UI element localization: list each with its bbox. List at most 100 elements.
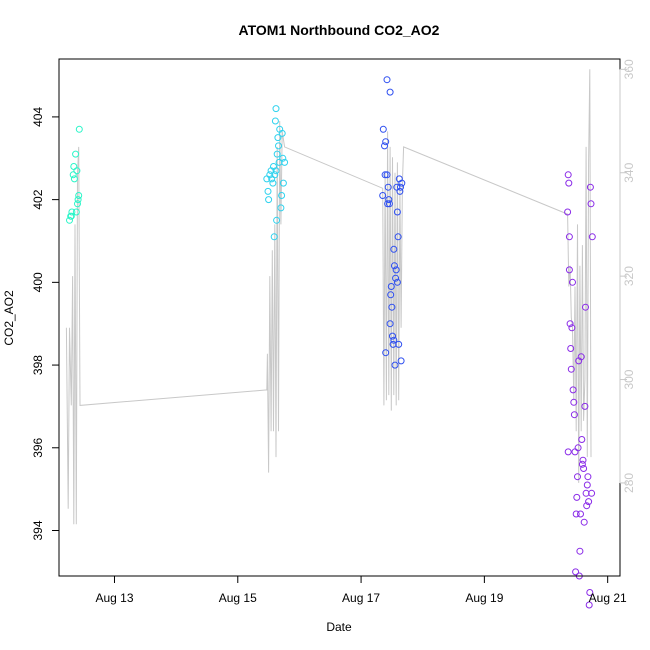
- y-tick-label: 396: [31, 437, 45, 457]
- data-point: [381, 142, 388, 150]
- data-point: [383, 76, 391, 84]
- y-tick-label: 402: [31, 189, 45, 209]
- data-point: [567, 345, 575, 352]
- data-point: [381, 171, 389, 179]
- y2-tick-label: 300: [622, 369, 636, 389]
- data-point: [391, 361, 399, 369]
- data-point: [572, 510, 580, 518]
- data-point: [390, 262, 398, 270]
- data-point: [272, 105, 280, 113]
- data-point: [577, 353, 585, 361]
- data-point: [271, 171, 279, 179]
- data-point: [278, 129, 286, 137]
- data-point: [586, 183, 594, 191]
- data-point: [279, 179, 287, 187]
- data-point: [565, 179, 573, 187]
- data-point: [390, 336, 398, 344]
- data-point: [384, 200, 392, 208]
- x-tick-label: Aug 15: [219, 591, 257, 605]
- chart-title: ATOM1 Northbound CO2_AO2: [239, 22, 440, 38]
- data-point: [69, 171, 77, 179]
- point-series: [66, 76, 596, 609]
- data-point: [581, 402, 589, 410]
- data-point: [281, 158, 289, 166]
- series-0: [66, 125, 83, 224]
- x-tick-label: Aug 21: [589, 591, 627, 605]
- data-point: [397, 357, 405, 365]
- data-point: [273, 150, 281, 158]
- data-point: [271, 117, 279, 125]
- data-point: [580, 518, 588, 526]
- data-point: [387, 291, 395, 299]
- data-point: [573, 493, 581, 501]
- data-point: [269, 179, 277, 187]
- y-tick-label: 394: [31, 520, 45, 540]
- data-point: [565, 266, 573, 274]
- data-point: [67, 212, 75, 220]
- data-point: [389, 332, 396, 340]
- data-point: [397, 183, 404, 191]
- data-point: [75, 125, 83, 133]
- data-point: [70, 163, 78, 170]
- data-point: [274, 134, 282, 142]
- data-point: [272, 167, 280, 175]
- data-point: [390, 245, 398, 253]
- data-point: [398, 179, 406, 187]
- series-1: [263, 105, 289, 241]
- data-point: [387, 283, 395, 290]
- data-point: [584, 473, 592, 481]
- data-point: [567, 365, 575, 373]
- data-point: [585, 498, 593, 506]
- data-point: [395, 340, 403, 348]
- data-point: [577, 510, 584, 518]
- y-tick-label: 404: [31, 107, 45, 127]
- data-point: [580, 465, 588, 472]
- data-point: [394, 233, 402, 241]
- data-point: [583, 481, 591, 489]
- data-point: [579, 456, 587, 464]
- data-point: [66, 216, 73, 224]
- data-point: [578, 436, 586, 443]
- data-point: [566, 320, 574, 328]
- data-point: [75, 192, 83, 199]
- data-point: [569, 278, 576, 286]
- data-point: [588, 489, 596, 497]
- data-point: [568, 324, 576, 332]
- series-3: [564, 171, 596, 609]
- data-point: [382, 349, 390, 357]
- data-point: [265, 196, 273, 204]
- data-point: [270, 233, 278, 241]
- y2-tick-label: 320: [622, 266, 636, 286]
- x-axis: Aug 13 Aug 15 Aug 17 Aug 19 Aug 21: [95, 575, 627, 605]
- y-axis-label: CO2_AO2: [2, 290, 16, 346]
- data-point: [379, 125, 387, 133]
- data-point: [585, 601, 593, 609]
- data-point: [273, 216, 281, 224]
- data-point: [570, 411, 578, 419]
- data-point: [564, 208, 572, 216]
- data-point: [386, 88, 394, 96]
- x-axis-label: Date: [326, 620, 352, 634]
- data-point: [279, 154, 287, 162]
- data-point: [388, 303, 396, 311]
- y-axis-right: 280 300 320 340 360: [619, 59, 636, 493]
- data-point: [266, 171, 274, 179]
- data-point: [572, 568, 580, 576]
- data-point: [392, 266, 400, 274]
- data-point: [382, 138, 390, 146]
- line-series: [65, 69, 592, 525]
- data-point: [74, 200, 81, 208]
- x-tick-label: Aug 17: [342, 591, 380, 605]
- data-point: [576, 547, 584, 555]
- data-point: [383, 171, 391, 179]
- data-point: [386, 320, 394, 328]
- series-2: [379, 76, 406, 369]
- data-point: [578, 460, 586, 468]
- data-point: [588, 233, 596, 241]
- data-point: [384, 183, 392, 191]
- data-point: [68, 208, 76, 216]
- y-tick-label: 400: [31, 272, 45, 292]
- data-point: [392, 274, 400, 282]
- data-point: [379, 192, 387, 199]
